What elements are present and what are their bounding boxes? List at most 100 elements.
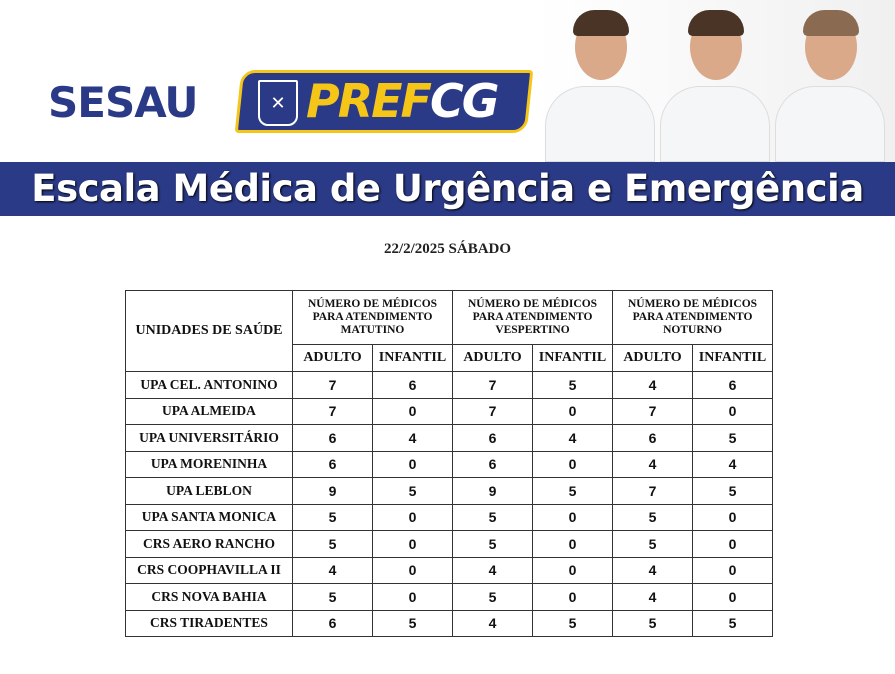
doctor-count: 0: [692, 397, 773, 425]
table-row: UPA SANTA MONICA 5 0 5 0 5 0: [125, 503, 773, 531]
doctor-count: 0: [532, 503, 613, 531]
doctor-count: 0: [372, 503, 453, 531]
unit-name: UPA SANTA MONICA: [125, 503, 293, 531]
prefcg-logo: PREFCG: [306, 74, 500, 128]
schedule-date: 22/2/2025 SÁBADO: [383, 241, 512, 257]
unit-name: CRS TIRADENTES: [125, 609, 293, 637]
doctor-count: 5: [292, 583, 373, 611]
doctor-count: 9: [452, 477, 533, 505]
table-row: UPA MORENINHA 6 0 6 0 4 4: [125, 450, 773, 478]
doctor-count: 5: [692, 424, 773, 452]
table-row: UPA ALMEIDA 7 0 7 0 7 0: [125, 397, 773, 425]
subheader: ADULTO: [292, 344, 373, 372]
doctor-count: 5: [612, 609, 693, 637]
doctor-count: 7: [612, 477, 693, 505]
unit-header: UNIDADES DE SAÚDE: [125, 290, 293, 372]
doctor-count: 0: [372, 583, 453, 611]
table-row: CRS NOVA BAHIA 5 0 5 0 4 0: [125, 583, 773, 611]
doctor-count: 6: [372, 371, 453, 399]
table-row: CRS TIRADENTES 6 5 4 5 5 5: [125, 609, 773, 637]
cg-text: CG: [429, 74, 500, 128]
unit-name: UPA LEBLON: [125, 477, 293, 505]
doctor-count: 7: [292, 397, 373, 425]
doctor-count: 4: [372, 424, 453, 452]
doctor-count: 0: [532, 556, 613, 584]
doctor-count: 5: [532, 477, 613, 505]
doctor-count: 0: [532, 530, 613, 558]
doctor-count: 4: [612, 583, 693, 611]
unit-name: UPA UNIVERSITÁRIO: [125, 424, 293, 452]
doctor-count: 4: [692, 450, 773, 478]
doctor-count: 4: [612, 556, 693, 584]
doctor-count: 0: [692, 583, 773, 611]
doctor-count: 5: [692, 609, 773, 637]
doctor-count: 0: [692, 530, 773, 558]
doctor-count: 0: [532, 450, 613, 478]
doctor-count: 4: [532, 424, 613, 452]
pref-text: PREF: [306, 74, 432, 128]
city-crest-icon: ✕: [258, 80, 298, 126]
doctors-photo: [535, 0, 895, 162]
doctor-count: 5: [612, 503, 693, 531]
doctor-count: 7: [452, 371, 533, 399]
doctor-count: 9: [292, 477, 373, 505]
group-header-matutino: NÚMERO DE MÉDICOS PARA ATENDIMENTO MATUT…: [292, 290, 453, 345]
doctor-count: 5: [452, 583, 533, 611]
doctor-count: 5: [452, 530, 533, 558]
doctor-count: 4: [612, 450, 693, 478]
doctor-count: 7: [452, 397, 533, 425]
doctor-count: 7: [612, 397, 693, 425]
unit-name: UPA CEL. ANTONINO: [125, 371, 293, 399]
doctor-count: 6: [452, 450, 533, 478]
table-row: UPA CEL. ANTONINO 7 6 7 5 4 6: [125, 371, 773, 399]
doctor-count: 0: [692, 556, 773, 584]
doctor-count: 5: [532, 371, 613, 399]
doctor-count: 5: [692, 477, 773, 505]
subheader: INFANTIL: [692, 344, 773, 372]
unit-name: UPA MORENINHA: [125, 450, 293, 478]
schedule-table: UNIDADES DE SAÚDE NÚMERO DE MÉDICOS PARA…: [125, 290, 773, 637]
doctor-count: 4: [292, 556, 373, 584]
table-row: CRS COOPHAVILLA II 4 0 4 0 4 0: [125, 556, 773, 584]
doctor-count: 0: [692, 503, 773, 531]
subheader: ADULTO: [452, 344, 533, 372]
doctor-count: 0: [372, 556, 453, 584]
doctor-count: 5: [292, 503, 373, 531]
doctor-count: 0: [532, 397, 613, 425]
subheader: INFANTIL: [532, 344, 613, 372]
unit-name: CRS COOPHAVILLA II: [125, 556, 293, 584]
doctor-count: 4: [452, 609, 533, 637]
table-row: UPA LEBLON 9 5 9 5 7 5: [125, 477, 773, 505]
title-banner: Escala Médica de Urgência e Emergência: [0, 162, 895, 216]
doctor-count: 6: [692, 371, 773, 399]
doctor-count: 5: [532, 609, 613, 637]
doctor-count: 6: [292, 424, 373, 452]
sesau-logo: SESAU: [48, 78, 199, 127]
unit-name: CRS AERO RANCHO: [125, 530, 293, 558]
subheader: ADULTO: [612, 344, 693, 372]
doctor-count: 6: [612, 424, 693, 452]
doctor-count: 0: [372, 450, 453, 478]
doctor-count: 5: [372, 609, 453, 637]
doctor-count: 0: [532, 583, 613, 611]
unit-name: UPA ALMEIDA: [125, 397, 293, 425]
table-row: CRS AERO RANCHO 5 0 5 0 5 0: [125, 530, 773, 558]
table-row: UPA UNIVERSITÁRIO 6 4 6 4 6 5: [125, 424, 773, 452]
doctor-count: 6: [452, 424, 533, 452]
doctor-count: 5: [292, 530, 373, 558]
doctor-count: 0: [372, 530, 453, 558]
doctor-count: 6: [292, 609, 373, 637]
doctor-count: 7: [292, 371, 373, 399]
doctor-count: 5: [452, 503, 533, 531]
doctor-count: 4: [452, 556, 533, 584]
doctor-count: 5: [612, 530, 693, 558]
page-title: Escala Médica de Urgência e Emergência: [31, 167, 864, 210]
doctor-count: 6: [292, 450, 373, 478]
doctor-count: 5: [372, 477, 453, 505]
subheader: INFANTIL: [372, 344, 453, 372]
doctor-count: 4: [612, 371, 693, 399]
group-header-vespertino: NÚMERO DE MÉDICOS PARA ATENDIMENTO VESPE…: [452, 290, 613, 345]
doctor-count: 0: [372, 397, 453, 425]
group-header-noturno: NÚMERO DE MÉDICOS PARA ATENDIMENTO NOTUR…: [612, 290, 773, 345]
unit-name: CRS NOVA BAHIA: [125, 583, 293, 611]
